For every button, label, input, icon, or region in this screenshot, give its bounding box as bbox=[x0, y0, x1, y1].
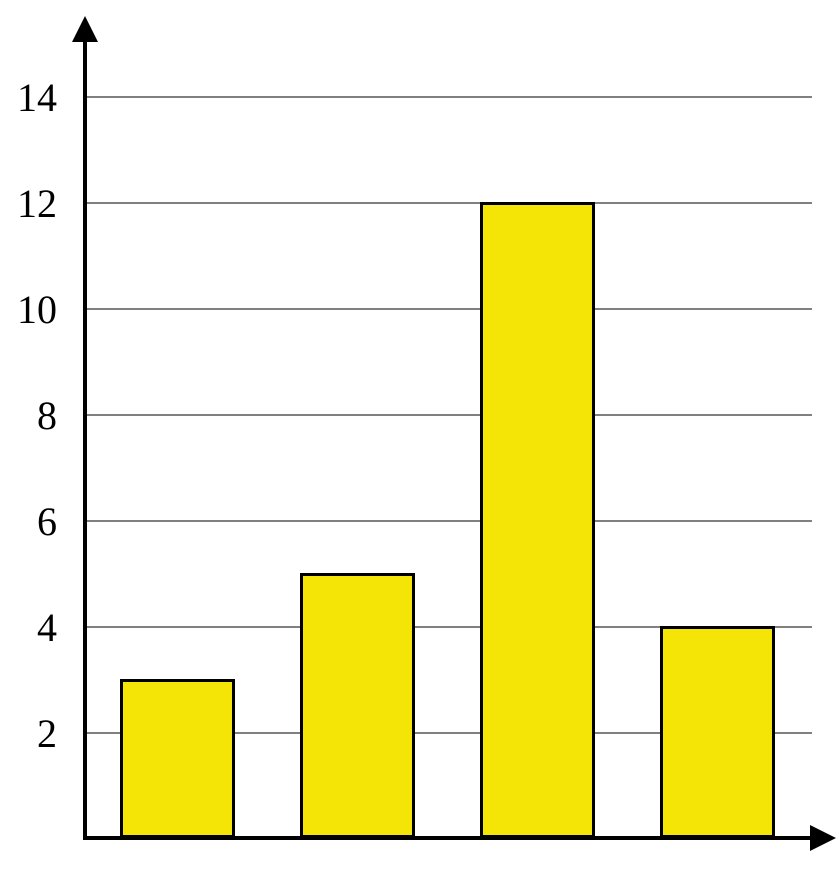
ytick-label: 6 bbox=[37, 498, 57, 545]
ytick-label: 14 bbox=[17, 74, 57, 121]
bar bbox=[660, 626, 775, 838]
ytick-label: 2 bbox=[37, 710, 57, 757]
grid-line bbox=[85, 520, 812, 522]
y-axis-arrow-icon bbox=[72, 16, 98, 42]
ytick-label: 10 bbox=[17, 286, 57, 333]
bar bbox=[480, 202, 595, 838]
grid-line bbox=[85, 308, 812, 310]
grid-line bbox=[85, 414, 812, 416]
bar-chart-figure: { "chart": { "type": "bar", "layout": { … bbox=[0, 0, 839, 870]
bar bbox=[300, 573, 415, 838]
x-axis bbox=[85, 836, 812, 840]
ytick-label: 8 bbox=[37, 392, 57, 439]
grid-line bbox=[85, 202, 812, 204]
x-axis-arrow-icon bbox=[810, 825, 836, 851]
bar bbox=[120, 679, 235, 838]
y-axis bbox=[83, 40, 87, 840]
ytick-label: 12 bbox=[17, 180, 57, 227]
grid-line bbox=[85, 96, 812, 98]
ytick-label: 4 bbox=[37, 604, 57, 651]
